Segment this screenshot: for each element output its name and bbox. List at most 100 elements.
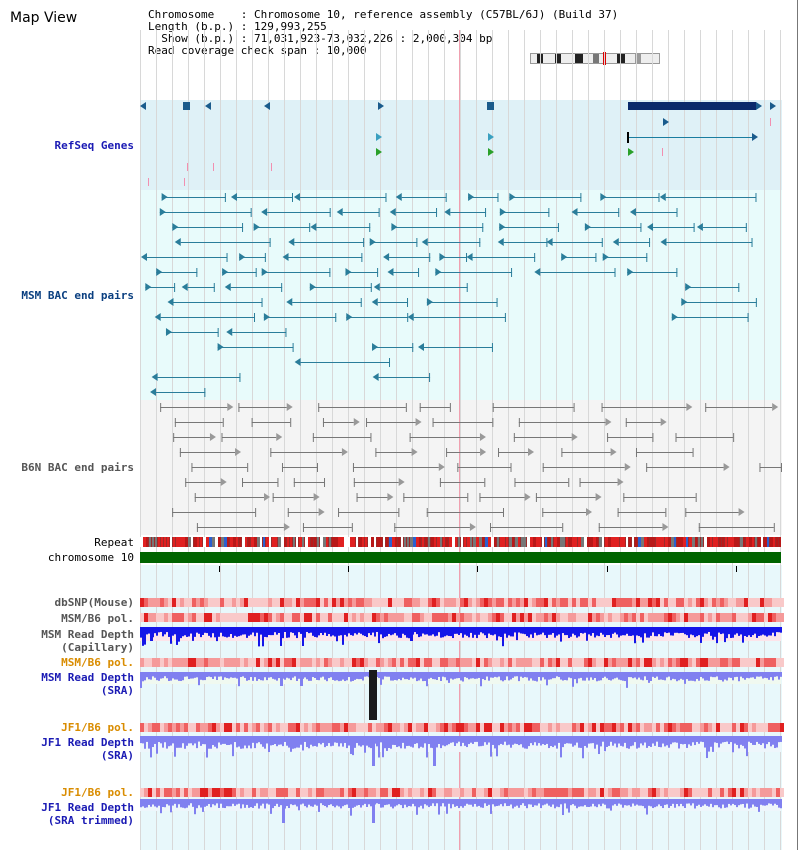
jf1-depth-sra-bar [222,736,224,744]
jf1-b6-pol-cell [436,723,440,732]
jf1-b6-pol2-label[interactable]: JF1/B6 pol. [61,786,134,799]
jf1-depth-sra-bar [172,736,174,744]
repeat-segment [320,537,323,547]
b6n-bac-label[interactable]: B6N BAC end pairs [21,461,134,474]
msm-depth-cap-label[interactable]: MSM Read Depth (Capillary) [41,628,134,654]
chromosome-label[interactable]: chromosome 10 [47,551,134,564]
jf1-b6-pol2-cell [628,788,632,797]
msm-bac-end [222,268,229,276]
jf1-b6-pol-cell [740,723,744,732]
msm-depth-sra-bar [204,672,206,681]
msm-b6-pol-cell [740,613,744,622]
msm-depth-sra-bar [722,672,724,682]
dbsnp-cell [636,598,640,607]
jf1-depth-trimmed-bar [280,799,282,806]
msm-b6-pol2-cell [472,658,476,667]
msm-depth-capillary-bar [530,627,532,635]
msm-depth-sra-bar [214,672,216,677]
jf1-depth-sra-bar [672,736,674,743]
jf1-b6-pol-cell [192,723,196,732]
msm-b6-pol2-cell [168,658,172,667]
msm-depth-capillary-bar [406,627,408,638]
jf1-b6-pol-cell [424,723,428,732]
dbsnp-cell [344,598,348,607]
jf1-depth-trimmed-bar [202,799,204,812]
jf1-depth-trimmed-bar [602,799,604,804]
jf1-depth-trimmed-bar [730,799,732,806]
msm-b6-pol2-cell [172,658,176,667]
jf1-b6-pol-cell [448,723,452,732]
jf1-b6-pol2-cell [616,788,620,797]
msm-depth-sra-bar [706,672,708,681]
msm-depth-capillary-bar [534,627,536,633]
msm-depth-sra-label[interactable]: MSM Read Depth (SRA) [41,671,134,697]
msm-b6-pol-label[interactable]: MSM/B6 pol. [61,612,134,625]
dbsnp-cell [420,598,424,607]
dbsnp-label[interactable]: dbSNP(Mouse) [54,596,134,609]
msm-depth-sra-bar [508,672,510,681]
jf1-depth-sra-bar [536,736,538,746]
msm-depth-sra-bar [614,672,616,679]
msm-depth-sra-bar [292,672,294,678]
jf1-depth-sra-bar [708,736,710,752]
jf1-depth-sra-bar [206,736,208,758]
msm-b6-pol-cell [752,613,756,622]
jf1-b6-pol-cell [556,723,560,732]
msm-depth-sra-bar [228,672,230,679]
msm-depth-sra-bar [154,672,156,678]
jf1-depth-sra-bar [510,736,512,748]
jf1-b6-pol-cell [772,723,776,732]
jf1-depth-trimmed-bar [188,799,190,806]
msm-b6-pol2-cell [476,658,480,667]
refseq-label[interactable]: RefSeq Genes [54,139,134,152]
msm-depth-capillary-bar [308,627,310,634]
msm-b6-pol-cell [384,613,388,622]
msm-b6-pol2-cell [564,658,568,667]
jf1-depth-trimmed-bar [692,799,694,804]
jf1-depth-sra-bar [274,736,276,745]
dbsnp-cell [672,598,676,607]
jf1-b6-pol2-cell [408,788,412,797]
jf1-depth-trimmed-bar [420,799,422,806]
jf1-b6-pol2-cell [296,788,300,797]
repeat-label[interactable]: Repeat [94,536,134,549]
msm-bac-label[interactable]: MSM BAC end pairs [21,289,134,302]
msm-b6-pol-cell [656,613,660,622]
msm-b6-pol2-cell [456,658,460,667]
msm-depth-sra-bar [330,672,332,678]
jf1-depth-trimmed-bar [516,799,518,806]
jf1-depth-trim-label[interactable]: JF1 Read Depth (SRA trimmed) [41,801,134,827]
msm-depth-sra-bar [226,672,228,679]
b6n-bac-end [398,478,405,486]
jf1-b6-pol2-cell [144,788,148,797]
dbsnp-cell [368,598,372,607]
msm-depth-capillary-bar [482,627,484,634]
msm-depth-capillary-bar [490,627,492,635]
jf1-b6-pol-cell [232,723,236,732]
jf1-depth-sra-label[interactable]: JF1 Read Depth (SRA) [41,736,134,762]
jf1-depth-trimmed-bar [714,799,716,806]
msm-depth-sra-bar [724,672,726,680]
repeat-segment [308,537,310,547]
dbsnp-cell [212,598,216,607]
jf1-depth-trimmed-bar [342,799,344,807]
jf1-b6-pol2-cell [248,788,252,797]
dbsnp-cell [676,598,680,607]
msm-depth-sra-bar [704,672,706,681]
msm-b6-pol2-label[interactable]: MSM/B6 pol. [61,656,134,669]
msm-b6-pol-cell [220,613,224,622]
dbsnp-cell [312,598,316,607]
msm-depth-capillary-bar [760,627,762,636]
jf1-b6-pol-label[interactable]: JF1/B6 pol. [61,721,134,734]
jf1-depth-trimmed-bar [680,799,682,804]
b6n-bac-end [586,508,593,516]
msm-b6-pol-cell [612,613,616,622]
jf1-depth-sra-bar [162,736,164,748]
jf1-depth-sra-bar [468,736,470,745]
jf1-depth-sra-bar [158,736,160,743]
gene-tick [627,132,629,143]
jf1-depth-sra-bar [588,736,590,744]
msm-b6-pol2-cell [400,658,404,667]
gene-arrow [628,148,634,156]
